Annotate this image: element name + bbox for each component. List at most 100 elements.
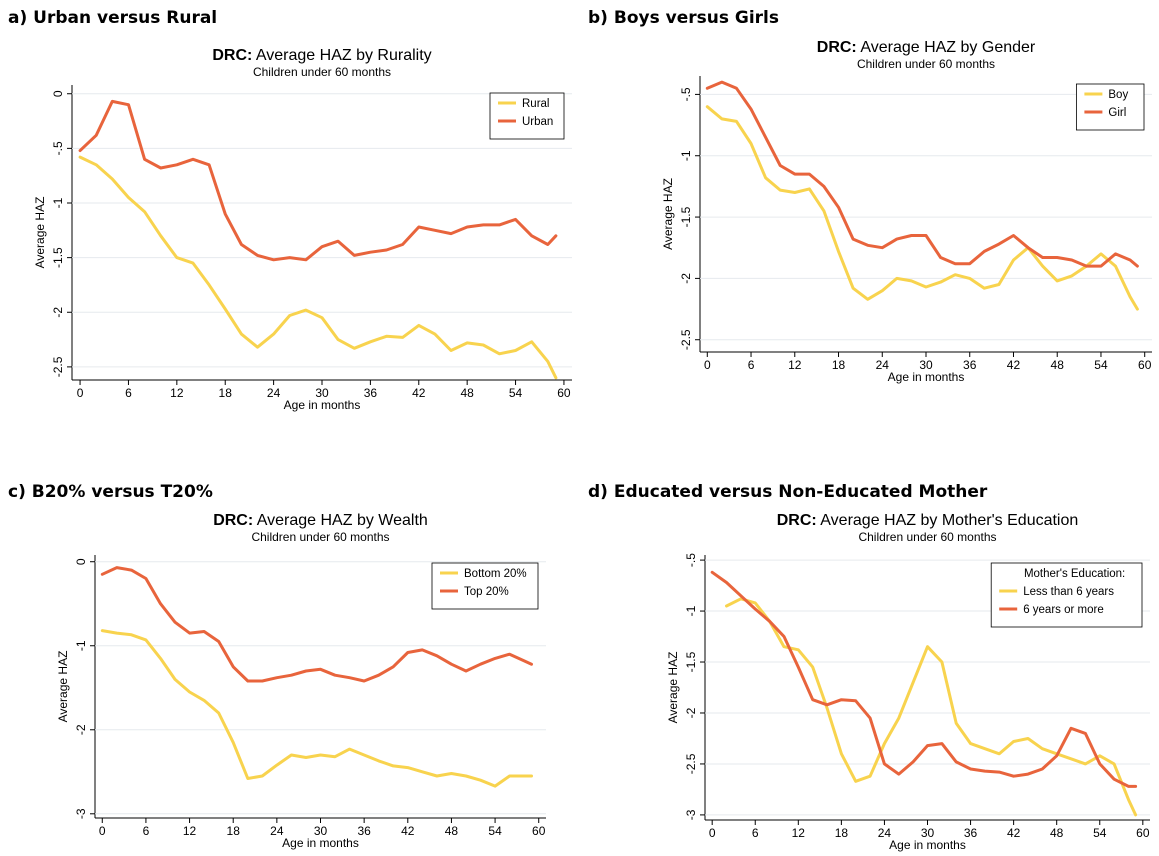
series-line bbox=[725, 597, 1138, 817]
panel-label: c) B20% versus T20% bbox=[8, 482, 213, 502]
y-tick-label: -.5 bbox=[684, 553, 698, 567]
chart-title: DRC: Average HAZ by Rurality bbox=[212, 47, 431, 64]
chart-subtitle: Children under 60 months bbox=[858, 530, 996, 544]
y-tick-label: -2.5 bbox=[679, 329, 693, 350]
x-tick-label: 54 bbox=[488, 824, 502, 838]
x-tick-label: 48 bbox=[1050, 826, 1064, 840]
y-tick-label: -1.5 bbox=[679, 206, 693, 227]
x-tick-label: 30 bbox=[919, 358, 933, 372]
legend-label: Girl bbox=[1108, 107, 1126, 119]
x-tick-label: 18 bbox=[227, 824, 241, 838]
y-tick-label: -1 bbox=[679, 150, 693, 161]
y-tick-label: -2.5 bbox=[51, 356, 65, 377]
x-tick-label: 30 bbox=[315, 386, 329, 400]
title-text: Average HAZ by Gender bbox=[860, 39, 1036, 56]
legend-title: Mother's Education: bbox=[1024, 568, 1125, 580]
title-prefix: DRC: bbox=[817, 39, 857, 56]
x-tick-label: 18 bbox=[219, 386, 233, 400]
x-tick-label: 12 bbox=[792, 826, 806, 840]
legend-box bbox=[1075, 83, 1145, 131]
x-tick-label: 54 bbox=[509, 386, 523, 400]
legend-label: Bottom 20% bbox=[464, 568, 527, 580]
x-axis-title: Age in months bbox=[889, 838, 966, 852]
x-tick-label: 6 bbox=[125, 386, 132, 400]
legend-label: Top 20% bbox=[464, 586, 509, 598]
chart-panel: d) Educated versus Non-Educated Mother DR… bbox=[588, 482, 1150, 852]
legend-box bbox=[431, 562, 539, 610]
title-text: Average HAZ by Wealth bbox=[257, 512, 428, 529]
x-tick-label: 12 bbox=[788, 358, 802, 372]
legend-label: Less than 6 years bbox=[1023, 586, 1114, 598]
chart-panel: b) Boys versus Girls DRC: Average HAZ by … bbox=[588, 8, 1152, 384]
y-tick-label: -.5 bbox=[679, 87, 693, 101]
title-text: Average HAZ by Mother's Education bbox=[820, 512, 1078, 529]
y-tick-label: -1 bbox=[51, 197, 65, 208]
x-tick-label: 60 bbox=[1138, 358, 1152, 372]
chart-subtitle: Children under 60 months bbox=[251, 530, 389, 544]
x-tick-label: 48 bbox=[460, 386, 474, 400]
x-tick-label: 6 bbox=[748, 358, 755, 372]
x-tick-label: 36 bbox=[964, 826, 978, 840]
x-tick-label: 24 bbox=[878, 826, 892, 840]
x-tick-label: 36 bbox=[357, 824, 371, 838]
legend-label: Rural bbox=[522, 98, 549, 110]
chart-title: DRC: Average HAZ by Mother's Education bbox=[777, 512, 1079, 529]
y-tick-label: -2 bbox=[684, 707, 698, 718]
y-tick-label: -1 bbox=[74, 640, 88, 651]
x-tick-label: 6 bbox=[143, 824, 150, 838]
x-axis-title: Age in months bbox=[282, 836, 359, 850]
title-prefix: DRC: bbox=[213, 512, 253, 529]
x-tick-label: 60 bbox=[557, 386, 571, 400]
chart-subtitle: Children under 60 months bbox=[253, 65, 391, 79]
x-tick-label: 18 bbox=[832, 358, 846, 372]
y-tick-label: -3 bbox=[684, 809, 698, 820]
x-tick-label: 42 bbox=[1007, 358, 1021, 372]
title-text: Average HAZ by Rurality bbox=[256, 47, 432, 64]
x-tick-label: 36 bbox=[963, 358, 977, 372]
x-tick-label: 0 bbox=[704, 358, 711, 372]
x-tick-label: 36 bbox=[364, 386, 378, 400]
y-axis-title: Average HAZ bbox=[33, 197, 47, 269]
series-line bbox=[705, 105, 1139, 311]
x-tick-label: 60 bbox=[532, 824, 546, 838]
x-tick-label: 54 bbox=[1093, 826, 1107, 840]
x-tick-label: 24 bbox=[267, 386, 281, 400]
panel-label: d) Educated versus Non-Educated Mother bbox=[588, 482, 988, 502]
series-line bbox=[710, 570, 1138, 788]
title-prefix: DRC: bbox=[777, 512, 817, 529]
y-axis-title: Average HAZ bbox=[666, 652, 680, 724]
x-tick-label: 6 bbox=[752, 826, 759, 840]
series-line bbox=[78, 155, 558, 380]
x-tick-label: 48 bbox=[445, 824, 459, 838]
series-line bbox=[705, 80, 1139, 268]
y-tick-label: -3 bbox=[74, 808, 88, 819]
x-tick-label: 54 bbox=[1094, 358, 1108, 372]
panel-label: a) Urban versus Rural bbox=[8, 8, 217, 28]
title-prefix: DRC: bbox=[212, 47, 252, 64]
series-line bbox=[100, 566, 533, 683]
x-tick-label: 42 bbox=[412, 386, 426, 400]
legend-label: Urban bbox=[522, 116, 553, 128]
x-tick-label: 0 bbox=[709, 826, 716, 840]
x-tick-label: 42 bbox=[401, 824, 415, 838]
y-tick-label: -2.5 bbox=[684, 753, 698, 774]
chart-title: DRC: Average HAZ by Wealth bbox=[213, 512, 428, 529]
y-axis-title: Average HAZ bbox=[661, 178, 675, 250]
series-line bbox=[100, 629, 533, 788]
chart-subtitle: Children under 60 months bbox=[857, 57, 995, 71]
x-tick-label: 30 bbox=[921, 826, 935, 840]
y-tick-label: 0 bbox=[51, 90, 65, 97]
y-tick-label: -.5 bbox=[51, 141, 65, 155]
x-tick-label: 0 bbox=[77, 386, 84, 400]
legend-box bbox=[489, 92, 565, 140]
x-tick-label: 24 bbox=[270, 824, 284, 838]
y-tick-label: -1.5 bbox=[51, 247, 65, 268]
x-tick-label: 30 bbox=[314, 824, 328, 838]
legend-label: 6 years or more bbox=[1023, 604, 1104, 616]
y-tick-label: -2 bbox=[51, 307, 65, 318]
y-tick-label: -2 bbox=[74, 724, 88, 735]
y-tick-label: 0 bbox=[74, 558, 88, 565]
y-axis-title: Average HAZ bbox=[56, 651, 70, 723]
legend-box bbox=[990, 562, 1143, 628]
x-tick-label: 0 bbox=[99, 824, 106, 838]
